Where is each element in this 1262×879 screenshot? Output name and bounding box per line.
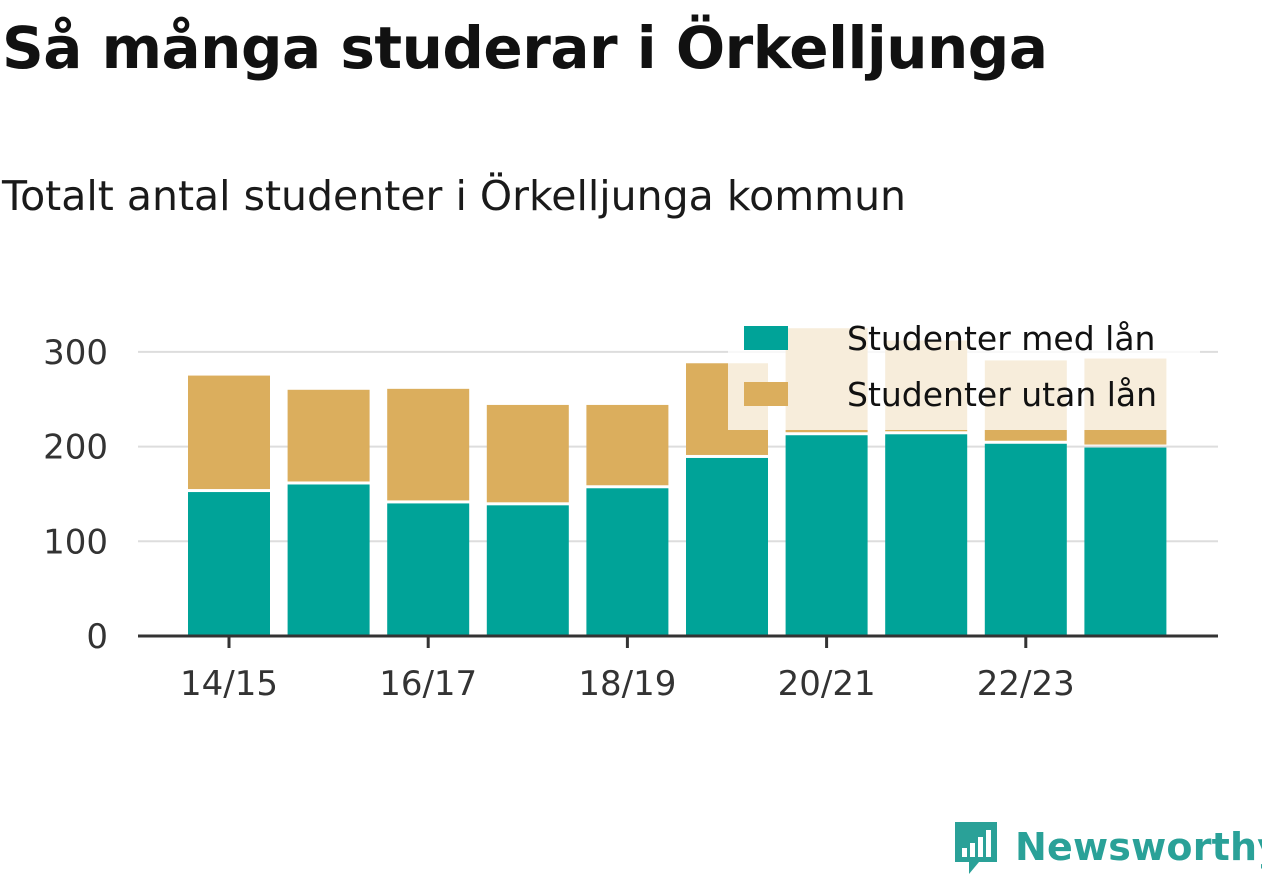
legend-swatch [744, 382, 788, 406]
chart-subtitle: Totalt antal studenter i Örkelljunga kom… [2, 172, 907, 220]
x-tick-label: 16/17 [379, 664, 477, 704]
bar-segment [686, 457, 768, 636]
bar-chart-speech-bubble-icon [955, 822, 997, 874]
x-tick-label: 22/23 [977, 664, 1075, 704]
bar-segment [486, 505, 569, 636]
bar-segment [984, 443, 1067, 636]
bar-segment [387, 388, 470, 501]
newsworthy-logo: Newsworthy [951, 818, 1262, 876]
y-tick-label: 200 [43, 428, 108, 468]
y-tick-label: 300 [43, 333, 108, 373]
x-tick-label: 18/19 [578, 664, 676, 704]
bar-segment [586, 488, 669, 636]
legend-swatch [744, 326, 788, 350]
bar-segment [188, 375, 270, 490]
bar-segment [885, 434, 968, 636]
y-tick-label: 0 [86, 617, 108, 657]
chart-title: Så många studerar i Örkelljunga [2, 14, 1048, 82]
logo-text: Newsworthy [1015, 825, 1262, 869]
legend-label: Studenter utan lån [847, 375, 1157, 414]
bar-segment [785, 435, 868, 636]
bar-segment [188, 492, 270, 636]
bar-segment [387, 503, 470, 636]
legend-box [728, 310, 1200, 430]
x-tick-label: 14/15 [180, 664, 278, 704]
bar-segment [486, 404, 569, 503]
y-tick-label: 100 [43, 522, 108, 562]
legend-label: Studenter med lån [847, 319, 1155, 358]
bar-segment [586, 404, 669, 486]
bar-segment [287, 484, 370, 636]
bar-segment [1084, 447, 1167, 636]
x-tick-label: 20/21 [778, 664, 876, 704]
bar-segment [287, 389, 370, 482]
